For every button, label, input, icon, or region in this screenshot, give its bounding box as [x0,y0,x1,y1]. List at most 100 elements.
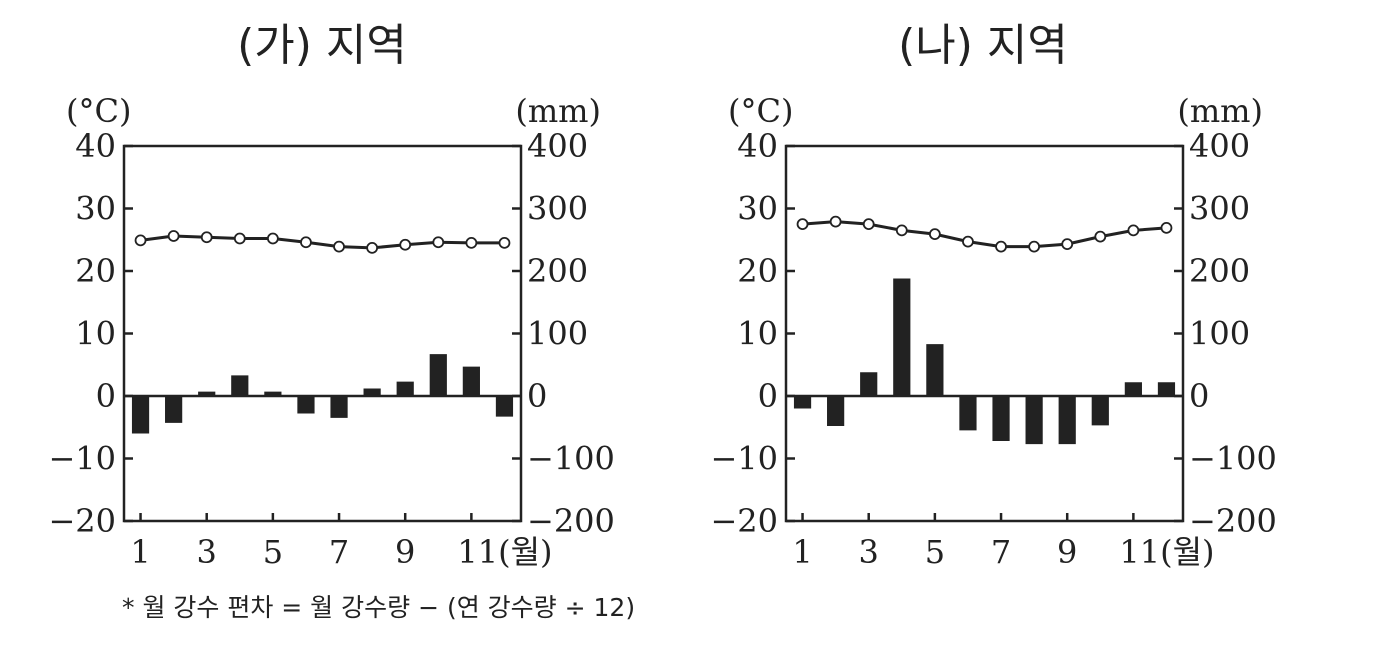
precip-bar-month-6 [959,396,977,431]
left-tick-label: 10 [737,315,778,353]
x-tick-label: 11(월) [457,533,552,571]
right-tick-label: 200 [527,252,588,290]
x-tick-label: 5 [263,533,283,571]
temperature-point-month-3 [862,218,875,231]
right-axis-unit: (mm) [1177,92,1263,130]
temperature-point-month-6 [962,235,974,248]
chart-title: (나) 지역 [898,20,1068,71]
temperature-point-month-1 [796,218,809,231]
precip-bar-month-4 [231,375,249,396]
chart-na: (나) 지역 (°C) (mm) 40 400 30 300 20 200 10 100 0 0 −10 −… [710,20,1276,571]
precip-bar-month-11 [1124,382,1142,396]
x-tick-label: 1 [792,533,812,571]
temperature-point-month-7 [995,240,1007,253]
precip-bar-month-9 [396,381,414,396]
precip-bar-month-10 [1091,396,1109,426]
left-tick-label: 30 [737,190,778,228]
x-tick-label: 3 [197,533,217,571]
left-tick-label: 20 [737,252,778,290]
precip-bar-month-7 [330,396,348,418]
temperature-point-month-7 [333,240,345,253]
temperature-line [140,234,505,250]
x-tick-label: 7 [991,533,1011,571]
x-tick-label: 11(월) [1119,533,1214,571]
temperature-point-month-8 [366,241,379,254]
footnote: * 월 강수 편차 = 월 강수량 − (연 강수량 ÷ 12) [122,593,636,622]
right-tick-label: 200 [1189,252,1250,290]
left-tick-label: 0 [96,377,116,415]
left-tick-label: 20 [75,252,116,290]
x-tick-label: 1 [130,533,150,571]
temperature-point-month-11 [465,236,478,249]
temperature-point-month-2 [829,215,842,228]
right-tick-label: −100 [1189,440,1277,478]
precip-bar-month-3 [198,391,216,396]
right-tick-label: 0 [1189,377,1209,415]
precip-bar-month-6 [297,396,315,414]
left-tick-label: 0 [758,377,778,415]
right-tick-label: 100 [1189,315,1250,353]
temperature-point-month-3 [200,231,213,244]
left-tick-label: 30 [75,190,116,228]
precip-bar-month-1 [793,396,812,409]
precip-bar-month-3 [860,372,878,396]
precip-bar-month-1 [131,396,150,434]
x-tick-label: 9 [1057,533,1077,571]
chart-title: (가) 지역 [237,20,407,71]
precip-bar-month-9 [1058,396,1076,445]
precip-bar-month-7 [992,396,1010,441]
temperature-point-month-5 [266,232,279,245]
left-tick-label: 40 [737,127,778,165]
left-tick-label: −20 [48,502,116,540]
temperature-point-month-4 [233,232,246,245]
temperature-line [802,220,1167,249]
temperature-point-month-4 [895,224,908,237]
plot-frame [784,144,1185,523]
right-tick-label: −200 [527,502,615,540]
plot-frame [122,144,523,523]
temperature-point-month-11 [1127,224,1140,237]
right-tick-label: −100 [527,440,615,478]
left-tick-label: −20 [710,502,778,540]
temperature-point-month-8 [1028,240,1041,253]
left-tick-label: −10 [48,440,116,478]
left-tick-label: −10 [710,440,778,478]
left-axis-unit: (°C) [728,92,793,130]
right-tick-label: 300 [527,190,588,228]
temperature-point-month-12 [498,236,511,249]
x-tick-label: 7 [329,533,349,571]
precip-bar-month-8 [1025,396,1043,445]
precip-bar-month-12 [495,396,514,417]
temperature-point-month-10 [1094,230,1107,243]
right-tick-label: 0 [527,377,547,415]
right-tick-label: −200 [1189,502,1277,540]
x-tick-label: 3 [859,533,879,571]
temperature-point-month-2 [167,230,180,242]
temperature-point-month-9 [399,238,412,251]
precip-bar-month-5 [264,391,282,396]
precip-bar-month-11 [462,366,480,396]
temperature-point-month-9 [1061,238,1074,251]
right-tick-label: 400 [527,127,588,165]
precip-bar-month-2 [827,396,845,426]
precip-bar-month-12 [1157,382,1176,396]
right-tick-label: 300 [1189,190,1250,228]
left-tick-label: 40 [75,127,116,165]
precip-bar-month-4 [893,278,911,396]
temperature-point-month-12 [1160,221,1173,234]
x-tick-label: 5 [925,533,945,571]
temperature-point-month-5 [928,228,941,241]
left-tick-label: 10 [75,315,116,353]
left-axis-unit: (°C) [66,92,131,130]
right-tick-label: 400 [1189,127,1250,165]
right-axis-unit: (mm) [515,92,601,130]
chart-ga: (가) 지역 (°C) (mm) 40 400 30 300 20 200 10 100 0 0 −10 −… [48,20,614,571]
precip-bar-month-5 [926,344,944,396]
precip-bar-month-2 [165,396,183,423]
right-tick-label: 100 [527,315,588,353]
precip-bar-month-10 [429,354,447,396]
precip-bar-month-8 [363,388,381,396]
x-tick-label: 9 [395,533,415,571]
temperature-point-month-6 [300,236,312,249]
